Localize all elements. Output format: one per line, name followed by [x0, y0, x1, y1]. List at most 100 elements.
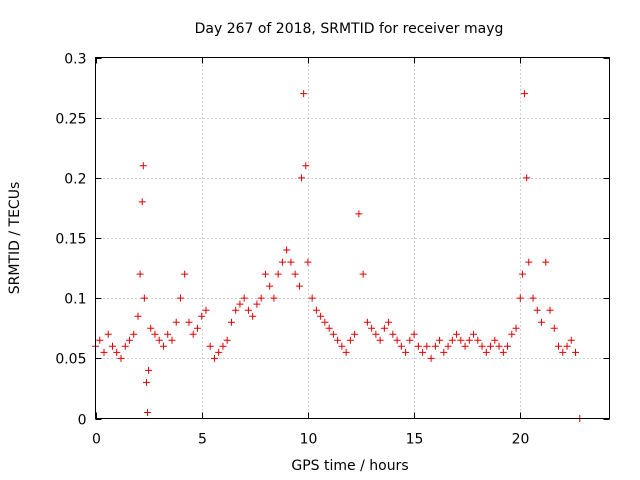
data-point — [142, 378, 150, 386]
data-point — [278, 258, 286, 266]
data-point — [312, 306, 320, 314]
data-point — [189, 330, 197, 338]
data-point — [215, 348, 223, 356]
data-point — [419, 348, 427, 356]
data-point — [96, 336, 104, 344]
x-tick-label: 20 — [512, 432, 530, 448]
data-point — [176, 294, 184, 302]
data-point — [393, 336, 401, 344]
data-point — [555, 342, 563, 350]
y-tick-label: 0.3 — [64, 52, 86, 68]
data-point — [172, 318, 180, 326]
data-point — [298, 174, 306, 182]
data-point — [512, 324, 520, 332]
data-point — [440, 348, 448, 356]
data-point — [567, 336, 575, 344]
data-point — [397, 342, 405, 350]
x-tick-label: 5 — [198, 432, 207, 448]
data-point — [385, 318, 393, 326]
chart-title: Day 267 of 2018, SRMTID for receiver may… — [195, 21, 504, 37]
data-point — [302, 162, 310, 170]
data-point — [363, 318, 371, 326]
data-point — [113, 348, 121, 356]
data-point — [134, 312, 142, 320]
grid-layer — [95, 57, 610, 419]
data-point — [478, 342, 486, 350]
data-point — [474, 336, 482, 344]
data-point — [159, 342, 167, 350]
data-point — [414, 342, 422, 350]
y-tick-label: 0.05 — [55, 352, 86, 368]
data-point — [572, 348, 580, 356]
data-point — [140, 294, 148, 302]
data-point — [270, 294, 278, 302]
data-point — [249, 312, 257, 320]
data-point — [185, 318, 193, 326]
data-point — [402, 348, 410, 356]
data-point — [240, 294, 248, 302]
data-point — [491, 336, 499, 344]
data-point — [436, 336, 444, 344]
data-point — [329, 330, 337, 338]
data-point — [410, 330, 418, 338]
data-point — [236, 300, 244, 308]
data-point — [461, 342, 469, 350]
data-point — [508, 330, 516, 338]
data-point — [457, 336, 465, 344]
data-point — [351, 330, 359, 338]
data-point — [121, 342, 129, 350]
data-point — [181, 270, 189, 278]
data-point — [139, 162, 147, 170]
data-point — [453, 330, 461, 338]
y-tick-label: 0.15 — [55, 232, 86, 248]
data-point — [300, 90, 308, 98]
y-tick-label: 0 — [78, 413, 87, 429]
data-point — [136, 270, 144, 278]
data-point — [287, 258, 295, 266]
x-tick-label: 10 — [300, 432, 318, 448]
data-point — [516, 294, 524, 302]
data-point — [542, 258, 550, 266]
data-point — [499, 348, 507, 356]
data-point — [317, 312, 325, 320]
data-point — [308, 294, 316, 302]
ticks-layer: 0 0.05 0.1 0.15 0.2 0.25 0.3 0 5 10 15 20 — [55, 52, 610, 448]
data-point — [427, 354, 435, 362]
data-point — [283, 246, 291, 254]
data-point — [529, 294, 537, 302]
data-point — [210, 354, 218, 362]
data-point — [346, 336, 354, 344]
y-tick-label: 0.1 — [64, 292, 86, 308]
x-tick-label: 0 — [92, 432, 101, 448]
data-point — [117, 354, 125, 362]
data-point — [295, 282, 303, 290]
data-point — [219, 342, 227, 350]
data-point — [444, 342, 452, 350]
data-point — [155, 336, 163, 344]
data-point — [108, 342, 116, 350]
data-point — [380, 324, 388, 332]
data-point — [521, 90, 529, 98]
data-point — [563, 342, 571, 350]
data-point — [321, 318, 329, 326]
x-axis-title: GPS time / hours — [291, 458, 408, 474]
data-point — [338, 342, 346, 350]
y-tick-label: 0.25 — [55, 112, 86, 128]
data-point — [376, 336, 384, 344]
data-point — [104, 330, 112, 338]
data-point — [100, 348, 108, 356]
data-point — [504, 342, 512, 350]
data-point — [145, 366, 153, 374]
data-point — [130, 330, 138, 338]
data-point — [244, 306, 252, 314]
data-point — [223, 336, 231, 344]
y-axis-title: SRMTID / TECUs — [7, 182, 23, 295]
data-point — [202, 306, 210, 314]
data-point — [274, 270, 282, 278]
data-point — [261, 270, 269, 278]
data-point — [465, 336, 473, 344]
data-point — [227, 318, 235, 326]
data-point — [253, 300, 261, 308]
data-point — [355, 210, 363, 218]
data-point — [193, 324, 201, 332]
